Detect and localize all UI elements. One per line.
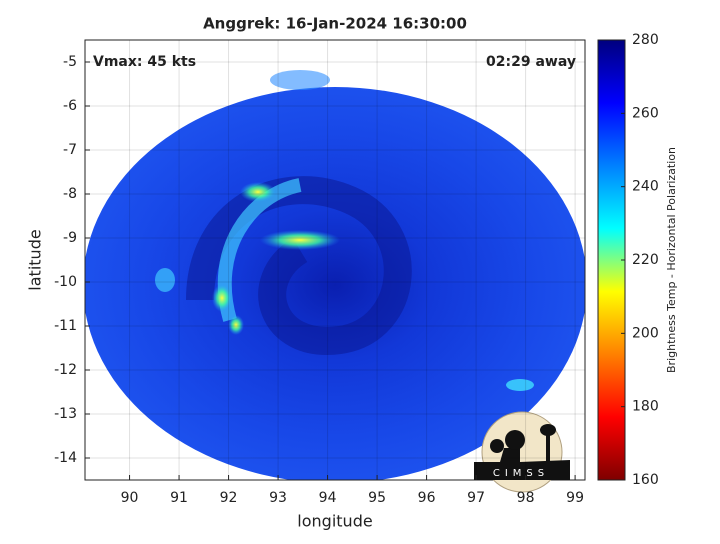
y-tick-label: -10 [54,274,77,290]
colorbar-tick-label: 260 [632,105,659,121]
colorbar-tick-label: 280 [632,32,659,48]
x-tick-label: 94 [319,490,337,506]
x-tick-label: 90 [121,490,139,506]
logo: CIMSS [474,411,570,493]
x-tick-label: 91 [170,490,188,506]
y-tick-label: -9 [63,230,77,246]
x-tick-label: 92 [220,490,238,506]
colorbar-tick-label: 220 [632,252,659,268]
y-tick-label: -6 [63,98,77,114]
y-tick-label: -8 [63,186,77,202]
colorbar-tick-label: 180 [632,399,659,415]
time-annotation: 02:29 away [486,54,576,70]
y-tick-label: -11 [54,318,77,334]
y-tick-label: -5 [63,54,77,70]
chart-title: Anggrek: 16-Jan-2024 16:30:00 [203,15,467,33]
x-tick-label: 97 [467,490,485,506]
y-tick-label: -14 [54,450,77,466]
y-axis-label: latitude [26,229,45,290]
x-tick-label: 96 [418,490,436,506]
colorbar-tick-label: 240 [632,179,659,195]
logo-text: CIMSS [493,468,549,479]
swath [85,70,585,480]
y-tick-label: -12 [54,362,77,378]
y-tick-label: -7 [63,142,77,158]
colorbar-tick-label: 200 [632,325,659,341]
colorbar [597,39,626,481]
plot-frame [84,39,586,481]
colorbar-label: Brightness Temp - Horizontal Polarizatio… [665,147,678,373]
y-tick-label: -13 [54,406,77,422]
x-tick-label: 98 [517,490,535,506]
x-tick-label: 95 [368,490,386,506]
x-tick-label: 93 [269,490,287,506]
vmax-annotation: Vmax: 45 kts [93,54,196,70]
colorbar-tick-label: 160 [632,472,659,488]
x-axis-label: longitude [297,512,372,531]
x-tick-label: 99 [566,490,584,506]
